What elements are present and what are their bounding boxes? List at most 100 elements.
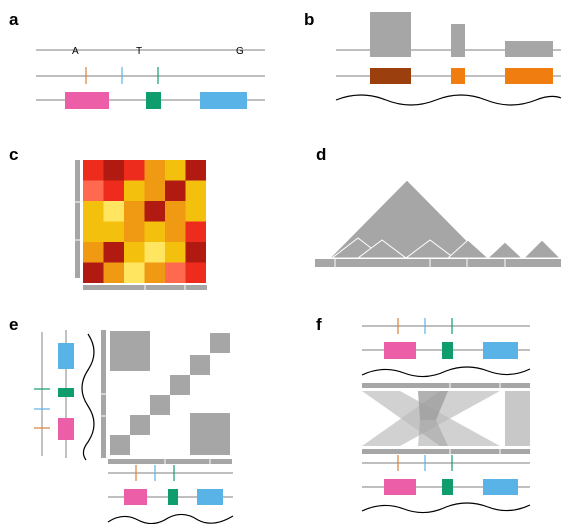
chromatin-wave-bottom (361, 502, 531, 514)
panel-a-label: a (9, 10, 19, 29)
heatmap-cell (124, 180, 145, 201)
panel-e: e (9, 315, 234, 524)
diagonal-block (130, 415, 150, 435)
blue-gene-block (483, 342, 518, 359)
green-gene-block (146, 92, 161, 109)
signal-bar-1 (370, 12, 411, 57)
domain-block-large (190, 413, 230, 455)
heatmap-cell (144, 180, 165, 201)
heatmap-cell (103, 201, 124, 222)
heatmap-cell (185, 221, 206, 242)
diagonal-block (110, 435, 130, 455)
blue-gene-block (58, 343, 74, 369)
base-label-1: A (72, 46, 79, 57)
signal-bar-2 (451, 24, 465, 57)
heatmap-cell (144, 221, 165, 242)
heatmap-cell (124, 221, 145, 242)
panel-b-label: b (304, 10, 314, 29)
region-block-small-orange (451, 68, 465, 84)
signal-bar-3 (505, 41, 553, 57)
heatmap-cell (144, 262, 165, 283)
domain-block-large (110, 331, 150, 371)
panel-e-label: e (9, 315, 18, 334)
base-label-3: G (236, 46, 244, 57)
heatmap-cell (165, 242, 186, 263)
heatmap-cell (165, 221, 186, 242)
heatmap-cell (165, 201, 186, 222)
heatmap-cell (124, 262, 145, 283)
heatmap-cell (83, 262, 104, 283)
heatmap-cell (83, 201, 104, 222)
heatmap-cell (103, 160, 124, 181)
pink-gene-block (384, 479, 416, 495)
blue-gene-block (200, 92, 247, 109)
heatmap-cell (83, 160, 104, 181)
heatmap-cell (103, 221, 124, 242)
subdomain-triangle (356, 239, 408, 259)
heatmap-cell (144, 242, 165, 263)
chromatin-wave (335, 94, 562, 106)
panel-f: f (316, 315, 531, 514)
heatmap-cell (83, 242, 104, 263)
domain-triangle-small (522, 239, 562, 259)
heatmap-cell (165, 262, 186, 283)
panel-f-label: f (316, 315, 322, 334)
heatmap-cell (165, 160, 186, 181)
green-gene-block (442, 479, 453, 495)
heatmap-cell (185, 160, 206, 181)
synteny-block (505, 391, 530, 446)
heatmap-cell (185, 180, 206, 201)
blue-gene-block (197, 489, 223, 505)
heatmap-cell (144, 160, 165, 181)
pink-gene-block (65, 92, 109, 109)
green-gene-block (58, 388, 74, 397)
panel-d-label: d (316, 145, 326, 164)
region-block-brown (370, 68, 411, 84)
heatmap-cell (83, 180, 104, 201)
base-label-2: T (136, 46, 142, 57)
panel-a: a A T G (9, 10, 265, 109)
heatmap-row-annotation-bar (75, 160, 80, 278)
chromatin-wave (107, 513, 234, 524)
top-annotation-bar (362, 383, 530, 388)
heatmap-cell (185, 262, 206, 283)
panel-c-label: c (9, 145, 18, 164)
column-annotation-bar (108, 459, 232, 464)
domain-triangle-small (486, 241, 524, 259)
green-gene-block (168, 489, 178, 505)
heatmap-cell (124, 201, 145, 222)
contact-heatmap (83, 160, 206, 283)
panel-b: b (304, 10, 562, 106)
subdomain-triangle (446, 239, 490, 259)
synteny-ribbon-inversion (418, 391, 448, 420)
heatmap-cell (103, 262, 124, 283)
heatmap-cell (103, 180, 124, 201)
heatmap-cell (185, 201, 206, 222)
green-gene-block (442, 342, 453, 359)
diagonal-block (190, 355, 210, 375)
diagonal-block (170, 375, 190, 395)
blue-gene-block (483, 479, 518, 495)
diagonal-block (150, 395, 170, 415)
subdomain-triangle (404, 239, 456, 259)
synteny-ribbon-inversion (418, 420, 448, 446)
pink-gene-block (58, 418, 74, 440)
heatmap-cell (124, 160, 145, 181)
heatmap-cell (124, 242, 145, 263)
panel-c: c (9, 145, 207, 290)
heatmap-cell (185, 242, 206, 263)
heatmap-cell (144, 201, 165, 222)
diagonal-block (210, 333, 230, 353)
heatmap-cell (165, 180, 186, 201)
heatmap-cell (83, 221, 104, 242)
pink-gene-block (124, 489, 147, 505)
bottom-annotation-bar (362, 449, 530, 454)
vertical-chromatin-wave (81, 333, 95, 461)
heatmap-cell (103, 242, 124, 263)
domain-annotation-bar (315, 259, 561, 267)
panel-d: d (315, 145, 562, 267)
chromatin-wave-top (361, 366, 531, 378)
pink-gene-block (384, 342, 416, 359)
region-block-orange (505, 68, 553, 84)
